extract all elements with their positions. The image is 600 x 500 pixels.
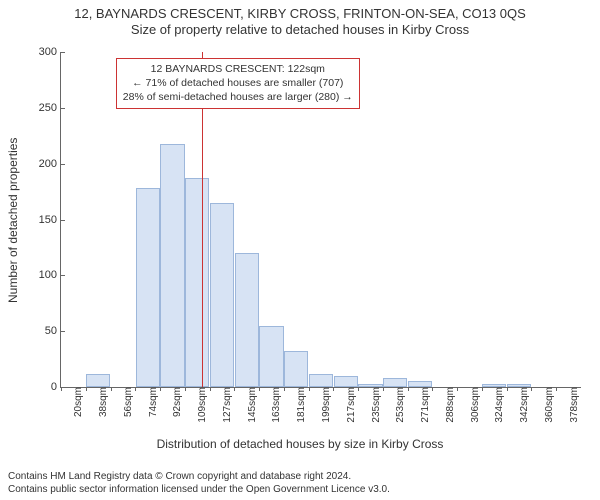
chart-subtitle: Size of property relative to detached ho… <box>8 22 592 37</box>
page-title: 12, BAYNARDS CRESCENT, KIRBY CROSS, FRIN… <box>8 6 592 21</box>
x-tick-mark <box>408 387 409 391</box>
y-tick: 0 <box>51 381 61 393</box>
x-tick: 360sqm <box>544 387 555 423</box>
x-tick-mark <box>383 387 384 391</box>
x-tick-mark <box>284 387 285 391</box>
x-tick-mark <box>135 387 136 391</box>
x-tick: 378sqm <box>569 387 580 423</box>
x-tick-mark <box>507 387 508 391</box>
y-tick: 250 <box>39 102 61 114</box>
x-tick: 38sqm <box>98 387 109 417</box>
histogram-bar <box>383 378 407 387</box>
histogram-bar <box>86 374 110 387</box>
x-tick: 288sqm <box>445 387 456 423</box>
histogram-bar <box>210 203 234 387</box>
x-tick-mark <box>457 387 458 391</box>
x-axis-label: Distribution of detached houses by size … <box>0 437 600 451</box>
x-tick: 253sqm <box>395 387 406 423</box>
histogram-bar <box>185 178 209 387</box>
x-tick: 92sqm <box>172 387 183 417</box>
x-tick: 199sqm <box>321 387 332 423</box>
x-tick-mark <box>259 387 260 391</box>
attribution-footer: Contains HM Land Registry data © Crown c… <box>8 470 592 496</box>
footer-line: Contains public sector information licen… <box>8 483 592 496</box>
histogram-bar <box>334 376 358 387</box>
y-tick: 300 <box>39 46 61 58</box>
y-axis-label: Number of detached properties <box>6 137 20 302</box>
annotation-box: 12 BAYNARDS CRESCENT: 122sqm← 71% of det… <box>116 58 360 109</box>
histogram-bar <box>507 384 531 387</box>
x-tick: 20sqm <box>73 387 84 417</box>
histogram-bar <box>235 253 259 387</box>
x-tick: 306sqm <box>470 387 481 423</box>
x-tick-mark <box>333 387 334 391</box>
x-tick-mark <box>210 387 211 391</box>
x-tick-mark <box>531 387 532 391</box>
annotation-line: 12 BAYNARDS CRESCENT: 122sqm <box>123 62 353 76</box>
histogram-bar <box>482 384 506 387</box>
x-tick-mark <box>556 387 557 391</box>
annotation-line: 28% of semi-detached houses are larger (… <box>123 90 353 104</box>
x-tick: 235sqm <box>371 387 382 423</box>
histogram-bar <box>358 384 382 387</box>
x-tick-mark <box>61 387 62 391</box>
x-tick: 127sqm <box>222 387 233 423</box>
x-tick: 163sqm <box>271 387 282 423</box>
x-tick-mark <box>160 387 161 391</box>
histogram-bar <box>408 381 432 387</box>
histogram-bar <box>136 188 160 387</box>
x-tick: 145sqm <box>247 387 258 423</box>
x-tick: 181sqm <box>296 387 307 423</box>
y-tick: 100 <box>39 269 61 281</box>
y-tick: 150 <box>39 214 61 226</box>
annotation-line: ← 71% of detached houses are smaller (70… <box>123 76 353 90</box>
histogram-bar <box>160 144 184 387</box>
x-tick: 342sqm <box>519 387 530 423</box>
x-tick-mark <box>358 387 359 391</box>
histogram-bar <box>309 374 333 387</box>
x-tick: 56sqm <box>123 387 134 417</box>
x-tick-mark <box>234 387 235 391</box>
histogram-bar <box>259 326 283 387</box>
x-tick: 217sqm <box>346 387 357 423</box>
footer-line: Contains HM Land Registry data © Crown c… <box>8 470 592 483</box>
x-tick-mark <box>185 387 186 391</box>
y-tick: 50 <box>45 325 61 337</box>
x-tick-mark <box>309 387 310 391</box>
x-tick-mark <box>111 387 112 391</box>
y-tick: 200 <box>39 158 61 170</box>
histogram-bar <box>284 351 308 387</box>
x-tick: 109sqm <box>197 387 208 423</box>
histogram-plot: 05010015020025030020sqm38sqm56sqm74sqm92… <box>60 52 581 388</box>
x-tick-mark <box>432 387 433 391</box>
x-tick-mark <box>86 387 87 391</box>
x-tick: 74sqm <box>148 387 159 417</box>
x-tick: 271sqm <box>420 387 431 423</box>
x-tick: 324sqm <box>494 387 505 423</box>
x-tick-mark <box>482 387 483 391</box>
